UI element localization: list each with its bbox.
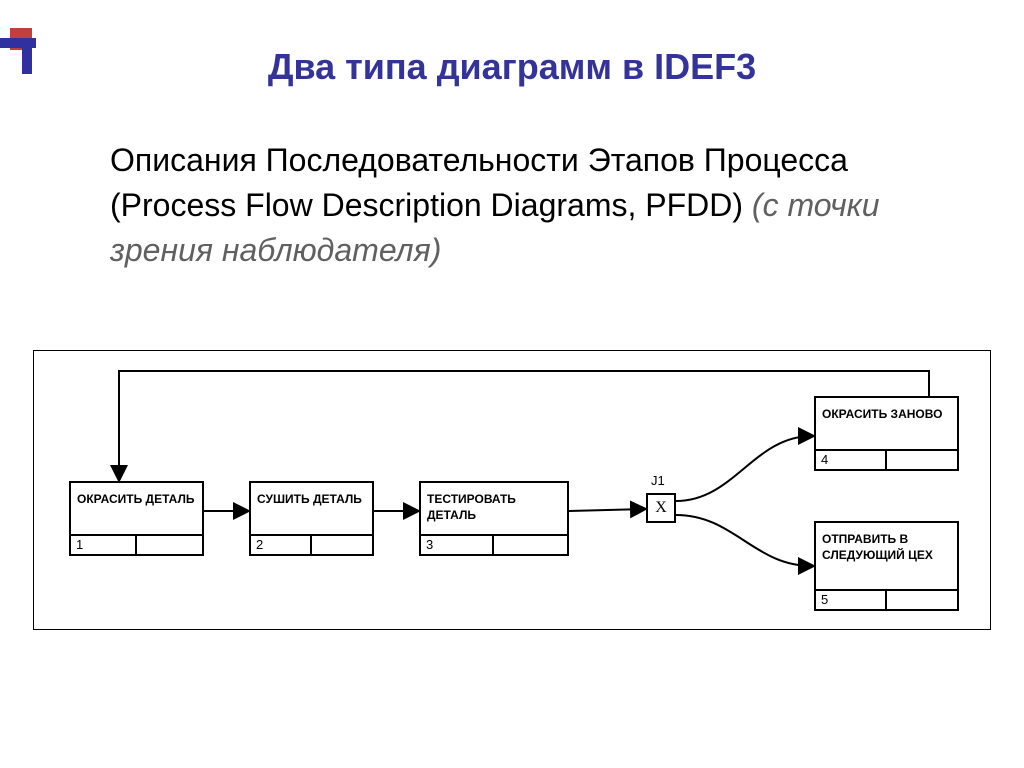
junction-label: J1 <box>651 473 665 488</box>
process-box-2: СУШИТЬ ДЕТАЛЬ 2 <box>249 481 374 556</box>
description-text: Описания Последовательности Этапов Проце… <box>110 138 930 272</box>
desc-main: Описания Последовательности Этапов Проце… <box>110 142 848 223</box>
junction-symbol: X <box>655 499 667 517</box>
process-box-2-id: 2 <box>251 536 312 554</box>
process-box-1: ОКРАСИТЬ ДЕТАЛЬ 1 <box>69 481 204 556</box>
process-box-3-label: ТЕСТИРОВАТЬ ДЕТАЛЬ <box>421 483 567 529</box>
process-box-1-id: 1 <box>71 536 137 554</box>
pfdd-diagram: ОКРАСИТЬ ДЕТАЛЬ 1 СУШИТЬ ДЕТАЛЬ 2 ТЕСТИР… <box>33 350 991 630</box>
process-box-4: ОКРАСИТЬ ЗАНОВО 4 <box>814 396 959 471</box>
process-box-4-label: ОКРАСИТЬ ЗАНОВО <box>816 398 957 428</box>
process-box-1-label: ОКРАСИТЬ ДЕТАЛЬ <box>71 483 202 513</box>
process-box-2-label: СУШИТЬ ДЕТАЛЬ <box>251 483 372 513</box>
process-box-3-id: 3 <box>421 536 494 554</box>
process-box-4-id: 4 <box>816 451 887 469</box>
process-box-5: ОТПРАВИТЬ В СЛЕДУЮЩИЙ ЦЕХ 5 <box>814 521 959 611</box>
junction-x: X <box>646 493 676 523</box>
process-box-5-label: ОТПРАВИТЬ В СЛЕДУЮЩИЙ ЦЕХ <box>816 523 957 569</box>
process-box-5-id: 5 <box>816 591 887 609</box>
process-box-3: ТЕСТИРОВАТЬ ДЕТАЛЬ 3 <box>419 481 569 556</box>
page-title: Два типа диаграмм в IDEF3 <box>0 46 1024 88</box>
